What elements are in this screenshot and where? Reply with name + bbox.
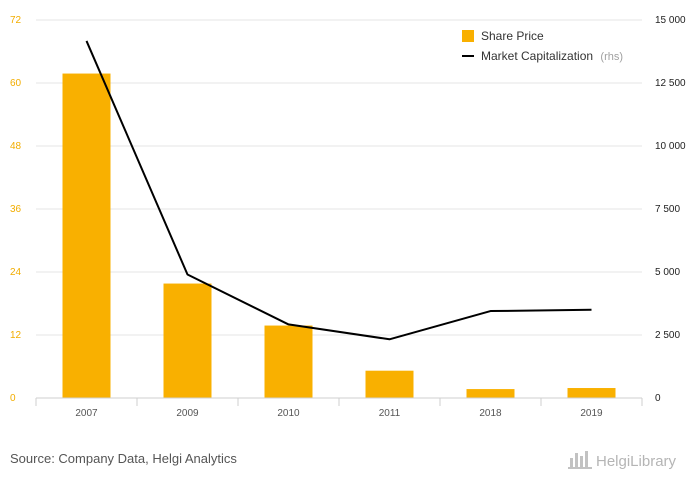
x-tick-label: 2018 xyxy=(479,408,502,419)
y-left-tick-label: 60 xyxy=(10,78,22,89)
helgi-logo-icon xyxy=(568,451,592,469)
y-right-tick-label: 15 000 xyxy=(655,15,686,26)
y-left-tick-label: 0 xyxy=(10,393,16,404)
brand-name: HelgiLibrary xyxy=(596,453,677,470)
x-axis: 2007 2009 2010 2011 2018 2019 xyxy=(35,397,643,419)
y-left-tick-label: 72 xyxy=(10,15,22,26)
bar-share-price xyxy=(567,388,616,398)
source-note: Source: Company Data, Helgi Analytics xyxy=(10,451,237,466)
bar-share-price xyxy=(365,370,414,398)
legend: Share Price Market Capitalization (rhs) xyxy=(462,29,623,63)
x-tick-label: 2019 xyxy=(580,408,603,419)
bar-share-price xyxy=(264,325,313,398)
legend-label-market-cap: Market Capitalization (rhs) xyxy=(481,49,623,63)
y-axis-left: 0 12 24 36 48 60 72 xyxy=(10,15,22,404)
bar-share-price xyxy=(466,389,515,398)
y-right-tick-label: 7 500 xyxy=(655,204,680,215)
legend-label-market-cap-suffix: (rhs) xyxy=(600,51,623,63)
y-left-tick-label: 12 xyxy=(10,330,22,341)
legend-label-market-cap-name: Market Capitalization xyxy=(481,49,593,63)
y-right-tick-label: 0 xyxy=(655,393,661,404)
y-left-tick-label: 36 xyxy=(10,204,22,215)
legend-swatch-share-price xyxy=(462,30,474,42)
y-left-tick-label: 24 xyxy=(10,267,22,278)
x-tick-label: 2009 xyxy=(176,408,199,419)
line-market-cap xyxy=(85,40,592,341)
legend-label-share-price: Share Price xyxy=(481,29,544,43)
y-axis-right: 0 2 500 5 000 7 500 10 000 12 500 15 000 xyxy=(655,15,686,404)
line-series xyxy=(85,40,592,341)
x-tick-label: 2007 xyxy=(75,408,98,419)
x-tick-label: 2010 xyxy=(277,408,300,419)
x-tick-label: 2011 xyxy=(379,408,401,419)
y-right-tick-label: 10 000 xyxy=(655,141,686,152)
y-right-tick-label: 2 500 xyxy=(655,330,680,341)
bar-share-price xyxy=(163,283,212,398)
y-right-tick-label: 5 000 xyxy=(655,267,680,278)
y-right-tick-label: 12 500 xyxy=(655,78,686,89)
brand-logo: HelgiLibrary xyxy=(568,451,677,470)
bar-series xyxy=(62,73,616,399)
bar-share-price xyxy=(62,73,111,399)
grid-lines xyxy=(36,19,642,336)
y-left-tick-label: 48 xyxy=(10,141,22,152)
